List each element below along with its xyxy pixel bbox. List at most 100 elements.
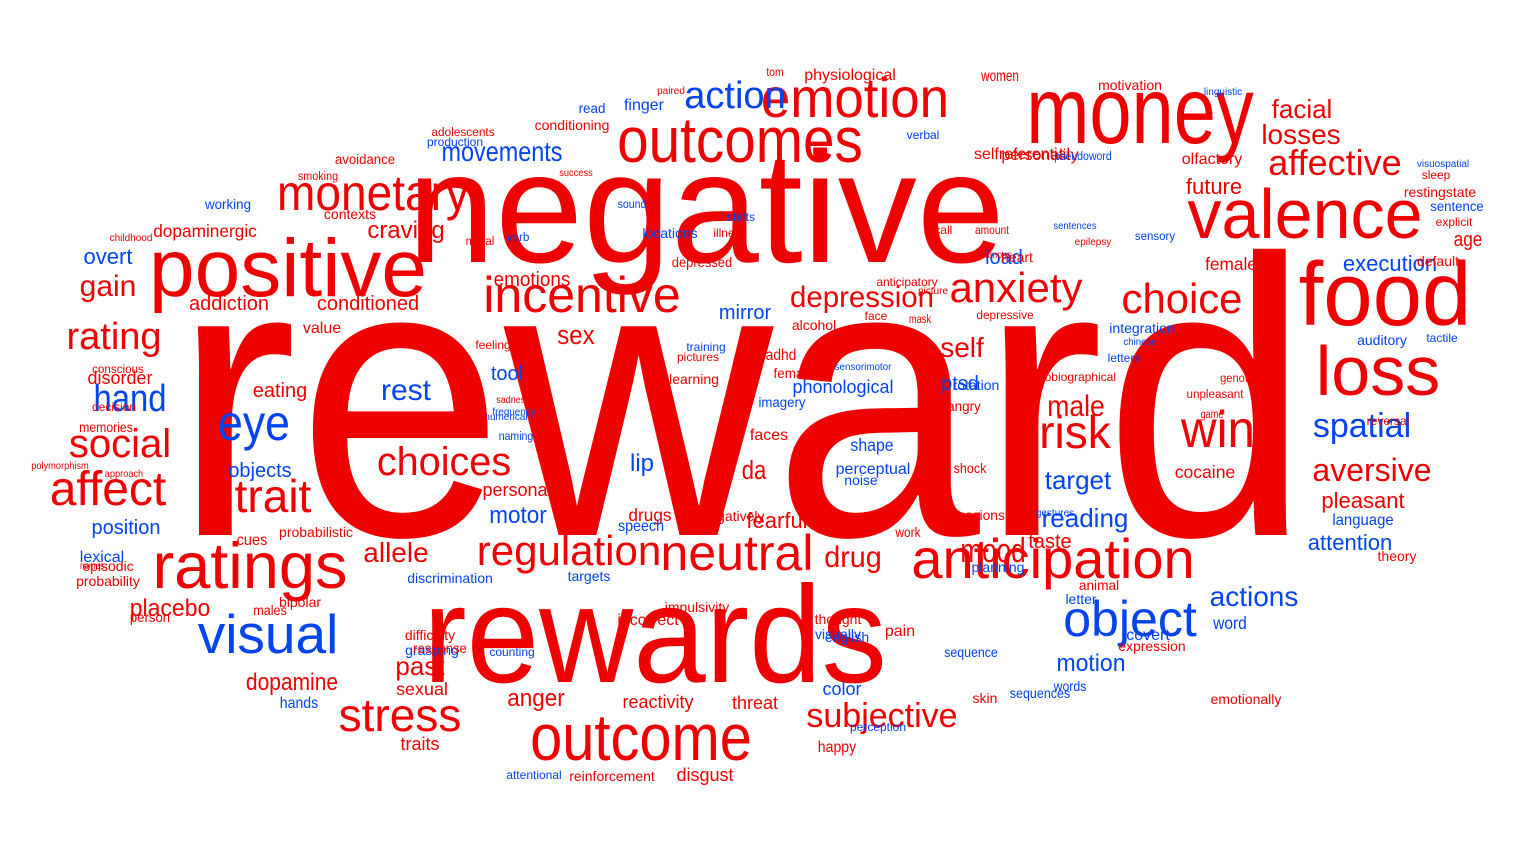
cloud-word: age [1454,228,1483,250]
cloud-word: animal [1079,577,1119,593]
cloud-word: success [559,168,593,179]
cloud-word: tom [766,66,783,79]
cloud-word: food [1299,243,1472,344]
cloud-word: affect [50,463,167,516]
cloud-word: visuospatial [1417,159,1469,170]
cloud-word: imagery [758,395,805,410]
cloud-word: anxiety [949,264,1082,311]
cloud-word: tactile [1426,331,1458,345]
cloud-word: speech [618,517,664,535]
cloud-word: avoidance [335,152,395,167]
cloud-word: conscious [92,362,144,376]
cloud-word: cues [237,531,268,549]
cloud-word: motivation [1098,77,1162,93]
cloud-word: pleasant [1321,488,1404,513]
cloud-word: thought [815,611,862,627]
cloud-word: difficulty [405,627,455,643]
cloud-word: trait [235,470,312,522]
cloud-word: disgust [676,765,733,785]
cloud-word: sex [557,321,595,350]
cloud-word: rating [66,316,161,358]
cloud-word: angry [947,399,981,414]
cloud-word: sleep [1422,168,1451,182]
cloud-word: risk [1039,406,1112,458]
cloud-word: probabilistic [279,524,353,540]
cloud-word: names [80,560,104,571]
cloud-word: actions [1210,581,1299,612]
cloud-word: targets [568,568,611,584]
cloud-word: response [413,641,466,657]
cloud-word: english [825,629,869,645]
cloud-word: letters [1108,351,1141,365]
cloud-word: sadness [496,395,530,407]
cloud-word: phonological [792,377,893,397]
cloud-word: craving [367,217,444,244]
cloud-word: monetary [277,165,469,221]
cloud-word: reward [173,179,1311,620]
cloud-word: depressed [672,255,732,271]
cloud-word: counting [489,645,534,659]
cloud-word: working [204,197,251,212]
cloud-word: dopamine [246,669,338,696]
cloud-word: feelings [475,338,516,352]
cloud-word: paired [657,86,685,97]
cloud-word: discrimination [407,570,493,586]
cloud-word: threat [732,693,778,713]
cloud-word: locations [642,225,697,241]
cloud-word: frequency [492,407,535,418]
cloud-word: memories [79,419,133,435]
cloud-word: positive [149,223,427,314]
cloud-word: reversal [1367,414,1410,428]
cloud-word: contexts [324,206,376,222]
cloud-word: rewards [423,558,887,712]
cloud-word: physiological [804,67,896,84]
cloud-word: illness [713,226,746,240]
cloud-word: naming [499,430,534,443]
cloud-word: polymorphism [31,461,89,472]
cloud-word: females [774,366,821,381]
cloud-word: stress [339,689,462,741]
cloud-word: sentences [1053,221,1096,232]
cloud-word: sound [618,198,647,211]
cloud-word: hands [280,694,318,712]
cloud-word: load [985,247,1023,269]
cloud-word: conditioned [317,293,419,315]
cloud-word: person [130,610,170,625]
cloud-word: ptsd [941,373,979,395]
cloud-word: sequences [1010,685,1071,701]
cloud-word: visual [198,603,339,665]
cloud-word: affective [1268,142,1401,183]
cloud-word: perception [850,720,906,734]
cloud-word: picture [918,286,948,297]
cloud-word: motor [489,501,547,528]
cloud-word: disorder [87,368,152,388]
cloud-word: chinese [1123,337,1157,348]
cloud-word: gain [80,270,137,303]
cloud-word: grasping [405,642,459,658]
cloud-word: reactivity [622,692,693,712]
cloud-word: choice [1122,275,1243,322]
cloud-word: loss [1316,332,1440,410]
cloud-word: game [1201,408,1224,422]
cloud-word: traits [400,734,439,754]
cloud-word: subjective [806,697,957,735]
cloud-word: mood [960,533,1025,570]
cloud-word: attention [1308,530,1392,555]
cloud-word: genotype [1220,373,1266,385]
cloud-word: rest [381,374,432,407]
cloud-word: drugs [628,505,671,525]
cloud-word: word [1212,613,1247,633]
cloud-word: pain [885,623,915,640]
cloud-word: shifts [727,210,755,224]
cloud-word: epilepsy [1075,237,1112,248]
cloud-word: facial [1272,94,1333,124]
cloud-word: planning [972,559,1025,575]
cloud-word: value [303,320,341,337]
cloud-word: expression [1118,638,1185,654]
cloud-word: negatively [701,508,764,524]
cloud-word: allele [363,537,428,568]
cloud-word: incorrect [617,612,679,629]
cloud-word: eating [253,380,308,402]
cloud-word: probability [76,573,140,589]
